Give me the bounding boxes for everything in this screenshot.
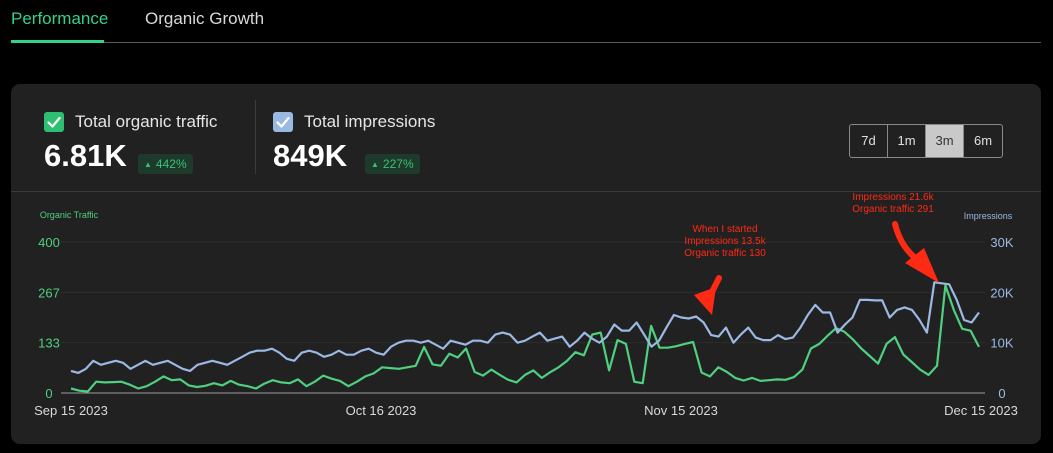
card-divider	[11, 191, 1041, 192]
organic-traffic-value: 6.81K	[44, 138, 127, 173]
left-tick-label: 400	[38, 235, 60, 250]
annotation-text: Organic traffic 130	[684, 248, 766, 259]
left-axis-label: Organic Traffic	[40, 210, 99, 220]
arrow-head	[694, 287, 716, 315]
left-tick-label: 0	[45, 386, 52, 401]
x-tick-label: Nov 15 2023	[644, 403, 718, 418]
organic-traffic-line	[70, 284, 980, 393]
up-arrow-icon: ▲	[371, 160, 379, 169]
range-7d-button[interactable]: 7d	[850, 125, 888, 157]
organic-traffic-checkbox[interactable]	[44, 112, 64, 132]
right-axis-label: Impressions	[964, 211, 1013, 221]
date-range-selector: 7d 1m 3m 6m	[849, 124, 1003, 158]
x-tick-label: Sep 15 2023	[34, 403, 108, 418]
tab-performance[interactable]: Performance	[11, 9, 109, 28]
x-tick-label: Oct 16 2023	[346, 403, 417, 418]
check-icon	[47, 116, 61, 128]
tabs-divider	[11, 42, 1041, 43]
up-arrow-icon: ▲	[144, 160, 152, 169]
impressions-label: Total impressions	[304, 112, 436, 131]
right-tick-label: 30K	[990, 235, 1013, 250]
right-tick-label: 10K	[990, 336, 1013, 351]
annotation-arrow-2	[892, 221, 939, 283]
organic-traffic-change-badge: ▲ 442%	[138, 154, 193, 174]
annotation-text: Organic traffic 291	[852, 204, 934, 215]
impressions-value: 849K	[273, 138, 348, 173]
tab-bar: Performance Organic Growth	[0, 0, 1041, 44]
performance-chart: 400 30K 267 20K 133 10K 0 0 Organic Traffic Impre…	[34, 192, 1018, 418]
tab-organic-growth[interactable]: Organic Growth	[145, 9, 265, 28]
range-6m-button[interactable]: 6m	[973, 133, 993, 148]
left-tick-label: 133	[38, 336, 60, 351]
annotation-text: When I started	[692, 224, 757, 235]
organic-traffic-label: Total organic traffic	[75, 112, 218, 131]
arrow-shaft	[892, 221, 916, 259]
arrow-head	[905, 248, 939, 283]
x-tick-label: Dec 15 2023	[944, 403, 1018, 418]
annotation-arrow-1	[694, 275, 722, 315]
impressions-change: 227%	[382, 157, 414, 171]
impressions-checkbox[interactable]	[273, 112, 293, 132]
annotation-text: Impressions 13.5k	[684, 236, 766, 247]
impressions-line	[70, 281, 980, 374]
check-icon	[276, 116, 290, 128]
active-tab-indicator	[11, 40, 104, 43]
organic-traffic-change: 442%	[155, 157, 187, 171]
impressions-change-badge: ▲ 227%	[365, 154, 420, 174]
right-tick-label: 0	[998, 386, 1005, 401]
range-3m-button[interactable]: 3m	[926, 125, 964, 157]
left-tick-label: 267	[38, 285, 60, 300]
annotation-text: Impressions 21.6k	[852, 192, 934, 203]
range-1m-button[interactable]: 1m	[888, 125, 926, 157]
right-tick-label: 20K	[990, 285, 1013, 300]
performance-card: Total organic traffic 6.81K ▲ 442% Total …	[11, 84, 1041, 444]
metrics-divider	[255, 100, 256, 174]
